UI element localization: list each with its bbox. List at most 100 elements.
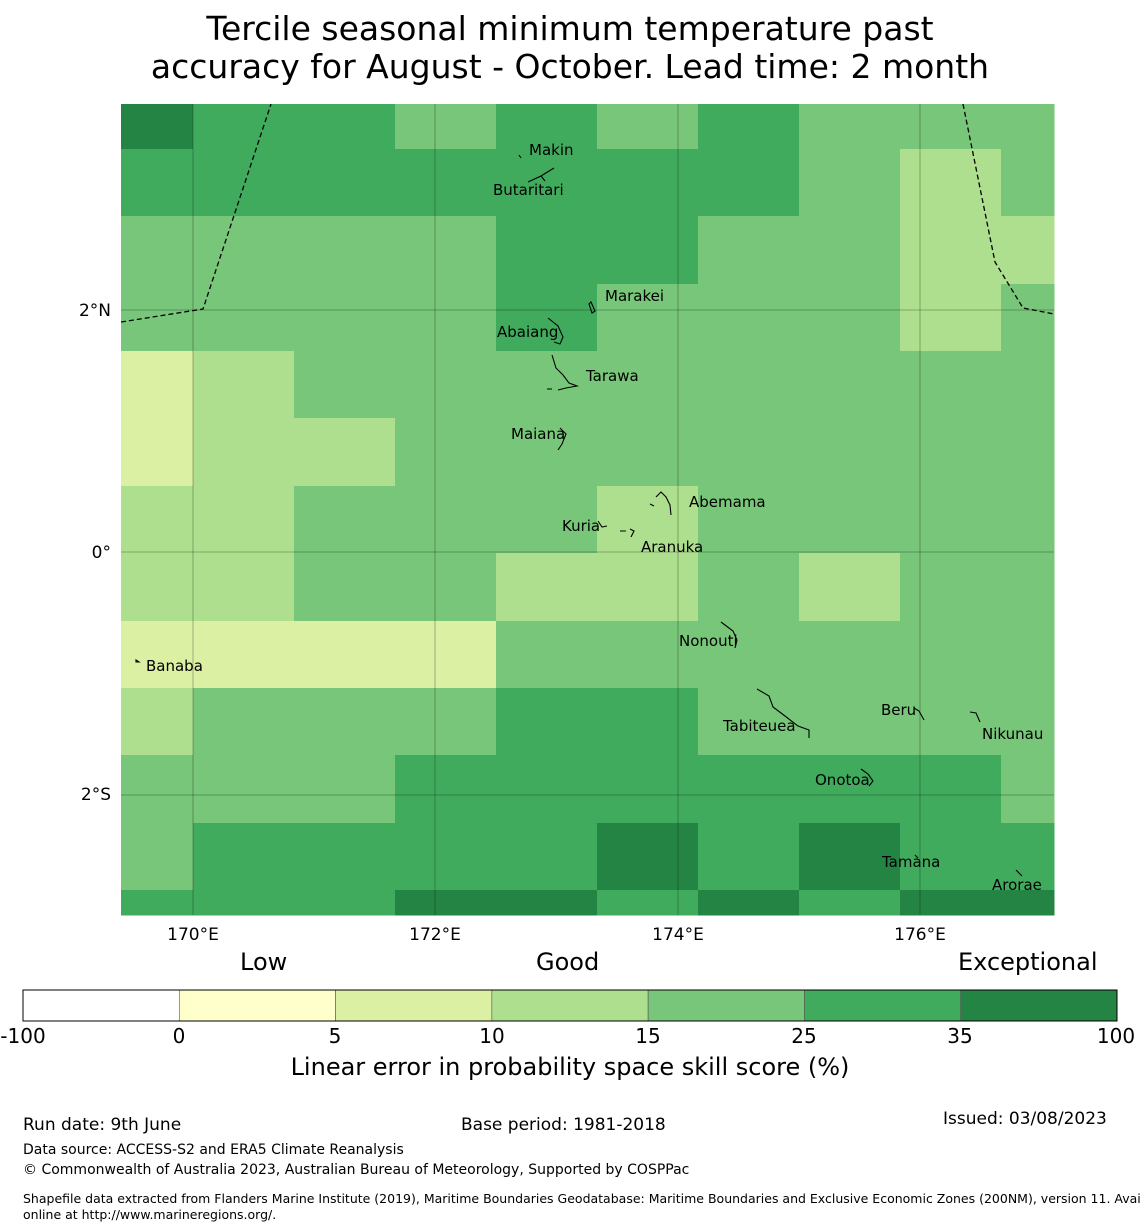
colorbar-category-low: Low <box>240 948 288 976</box>
island-label-nikunau: Nikunau <box>982 725 1043 743</box>
grid-cell <box>799 104 901 150</box>
aranuka-outline <box>620 528 635 538</box>
skill-grid <box>121 104 1055 916</box>
grid-cell <box>597 621 699 689</box>
island-outlines <box>135 154 1023 877</box>
grid-cell <box>799 216 901 285</box>
grid-cell <box>1001 688 1055 756</box>
kuria-outline <box>597 520 608 528</box>
grid-cell <box>597 284 699 352</box>
grid-cell <box>900 890 1002 916</box>
grid-cell <box>1001 104 1055 150</box>
island-label-nonouti: Nonouti <box>679 632 738 650</box>
data-source: Data source: ACCESS-S2 and ERA5 Climate … <box>23 1142 404 1158</box>
marakei-outline <box>588 301 596 314</box>
grid-cell <box>698 621 800 689</box>
colorbar-tick: 35 <box>947 1024 973 1048</box>
grid-cell <box>1001 553 1055 622</box>
grid-cell <box>193 149 295 217</box>
island-label-banaba: Banaba <box>146 657 203 675</box>
lon-label-170e: 170°E <box>167 925 219 945</box>
grid-cell <box>900 688 1002 756</box>
island-label-arorae: Arorae <box>992 876 1042 894</box>
grid-cell <box>294 149 396 217</box>
lon-label-172e: 172°E <box>409 925 461 945</box>
colorbar-segment <box>22 989 180 1022</box>
colorbar-tick: 5 <box>328 1024 342 1048</box>
grid-cell <box>121 418 194 487</box>
grid-cell <box>698 149 800 217</box>
grid-cell <box>900 351 1002 419</box>
grid-cell <box>395 755 497 824</box>
grid-cell <box>121 688 194 756</box>
colorbar-category-exceptional: Exceptional <box>958 948 1098 976</box>
grid-cell <box>121 823 194 891</box>
grid-cell <box>496 890 598 916</box>
colorbar-segment <box>960 989 1118 1022</box>
grid-cell <box>395 104 497 150</box>
grid-cell <box>900 104 1002 150</box>
grid-cell <box>121 149 194 217</box>
grid-cell <box>193 621 295 689</box>
grid-cell <box>496 688 598 756</box>
grid-cell <box>900 418 1002 487</box>
island-label-tarawa: Tarawa <box>585 367 639 385</box>
grid-cell <box>496 621 598 689</box>
island-label-kuria: Kuria <box>562 517 600 535</box>
grid-cell <box>294 823 396 891</box>
grid-cell <box>395 553 497 622</box>
grid-cell <box>496 149 598 217</box>
run-date: Run date: 9th June <box>23 1115 182 1135</box>
grid-cell <box>395 621 497 689</box>
issued-date: Issued: 03/08/2023 <box>943 1109 1107 1129</box>
colorbar-frame <box>22 989 1118 1022</box>
grid-cell <box>496 418 598 487</box>
grid-cell <box>1001 755 1055 824</box>
grid-cell <box>597 688 699 756</box>
title-line-1: Tercile seasonal minimum temperature pas… <box>206 9 934 48</box>
grid-cell <box>799 890 901 916</box>
graticule <box>121 104 1054 915</box>
colorbar-tick: 0 <box>172 1024 186 1048</box>
butaritari-outline <box>527 167 555 183</box>
colorbar-tick: 15 <box>635 1024 661 1048</box>
grid-cell <box>395 351 497 419</box>
grid-cell <box>698 418 800 487</box>
colorbar-segment <box>335 989 493 1022</box>
grid-cell <box>1001 621 1055 689</box>
grid-cell <box>294 216 396 285</box>
grid-cell <box>395 418 497 487</box>
grid-cell <box>597 553 699 622</box>
grid-cell <box>193 216 295 285</box>
grid-cell <box>496 823 598 891</box>
grid-cell <box>1001 284 1055 352</box>
grid-cell <box>121 486 194 554</box>
colorbar-category-good: Good <box>536 948 600 976</box>
grid-cell <box>799 418 901 487</box>
grid-cell <box>597 823 699 891</box>
grid-cell <box>496 755 598 824</box>
grid-cell <box>294 621 396 689</box>
grid-cell <box>496 553 598 622</box>
grid-cell <box>395 823 497 891</box>
onotoa-outline <box>860 768 874 787</box>
island-label-butaritari: Butaritari <box>493 181 564 199</box>
title-line-2: accuracy for August - October. Lead time… <box>150 47 990 86</box>
lon-label-176e: 176°E <box>894 925 946 945</box>
nikunau-outline <box>969 711 981 723</box>
island-label-marakei: Marakei <box>605 287 664 305</box>
grid-cell <box>193 688 295 756</box>
grid-cell <box>193 890 295 916</box>
grid-cell <box>900 486 1002 554</box>
grid-cell <box>294 890 396 916</box>
grid-cell <box>900 149 1002 217</box>
grid-cell <box>900 553 1002 622</box>
lat-label-2s: 2°S <box>81 785 111 805</box>
grid-cell <box>496 351 598 419</box>
grid-cell <box>294 755 396 824</box>
grid-cell <box>395 486 497 554</box>
lat-label-2n: 2°N <box>79 301 111 321</box>
grid-cell <box>698 688 800 756</box>
grid-cell <box>395 149 497 217</box>
island-label-tabiteuea: Tabiteuea <box>722 717 796 735</box>
